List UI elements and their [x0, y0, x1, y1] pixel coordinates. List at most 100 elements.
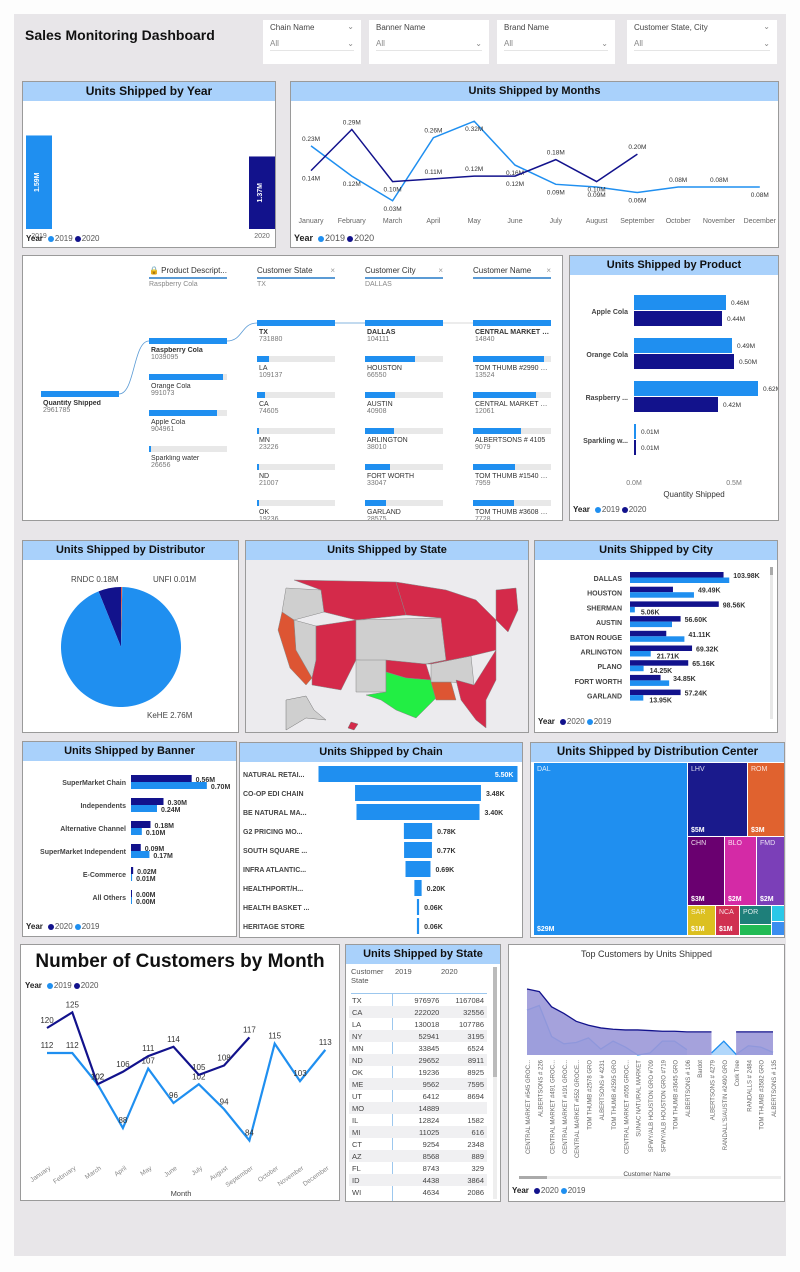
tree-node[interactable]: ALBERTSONS # 4105 9079	[473, 428, 551, 451]
x-tick-label: CENTRAL MARKET #191 GROC...	[563, 1060, 569, 1154]
scrollbar[interactable]	[770, 567, 773, 719]
tree-node[interactable]: MN 23226	[257, 428, 335, 451]
treemap-tile-fmd[interactable]: FMD $2M	[757, 837, 784, 905]
table-row[interactable]: CT 9254 2348	[349, 1138, 487, 1150]
column-header[interactable]: 2020	[441, 967, 458, 976]
treemap-tile-lhv[interactable]: LHV $5M	[688, 763, 747, 836]
chevron-down-icon[interactable]: ⌄	[763, 22, 770, 31]
column-header[interactable]: Customer State ×	[257, 266, 335, 279]
slicer-chain-name[interactable]: Chain Name ⌄ All ⌄	[263, 20, 361, 64]
tree-node[interactable]: Orange Cola 991073	[149, 374, 227, 397]
tree-node[interactable]: DALLAS 104111	[365, 320, 443, 343]
chevron-down-icon[interactable]: ⌄	[601, 39, 608, 48]
bar-2019	[630, 665, 644, 672]
chevron-down-icon[interactable]: ⌄	[347, 22, 354, 31]
table-row[interactable]: TX 976976 1167084	[349, 994, 487, 1006]
slicer-banner-name[interactable]: Banner Name All ⌄	[369, 20, 489, 64]
tree-node[interactable]: CENTRAL MARKET #74... 12061	[473, 392, 551, 415]
map-state-hawaii[interactable]	[347, 721, 359, 731]
tree-node[interactable]: ND 21007	[257, 464, 335, 487]
close-icon[interactable]: ×	[438, 266, 443, 275]
treemap-tile-blo[interactable]: BLO $2M	[725, 837, 756, 905]
chevron-down-icon[interactable]: ⌄	[475, 39, 482, 48]
treemap-tile[interactable]	[772, 922, 784, 935]
map-region-central-plains[interactable]	[355, 617, 447, 665]
table-row[interactable]: NY 52941 3195	[349, 1030, 487, 1042]
map-state-texas[interactable]	[365, 671, 437, 719]
node-label: Sparkling water	[151, 455, 200, 462]
map-region-southwest[interactable]	[311, 619, 357, 691]
treemap-tile-rom[interactable]: ROM $3M	[748, 763, 784, 836]
tree-node[interactable]: TOM THUMB #2990 G... 13524	[473, 356, 551, 379]
x-tick-label: TOM THUMB #2578 GRO	[588, 1060, 594, 1130]
column-header[interactable]: 🔒 Product Descript...	[149, 266, 227, 279]
table-cell: 3195	[442, 1030, 487, 1042]
treemap-tile-por[interactable]: POR	[740, 906, 771, 924]
slicer-brand-name[interactable]: Brand Name All ⌄	[497, 20, 615, 64]
y-tick-label: HEALTHPORT/H...	[243, 886, 303, 893]
close-icon[interactable]: ×	[546, 266, 551, 275]
table-row[interactable]: LA 130018 107786	[349, 1018, 487, 1030]
tile-value: $5M	[691, 827, 705, 834]
decomposition-tree[interactable]: Quantity Shipped 2961785 🔒 Product Descrip…	[22, 255, 563, 521]
table-row[interactable]: OK 19236 8925	[349, 1066, 487, 1078]
node-label: CA	[259, 401, 269, 408]
us-state-map[interactable]	[246, 560, 529, 733]
table-row[interactable]: WI 4634 2086	[349, 1186, 487, 1198]
treemap-tile-chn[interactable]: CHN $3M	[688, 837, 724, 905]
table-row[interactable]: AZ 8568 889	[349, 1150, 487, 1162]
scrollbar[interactable]	[493, 967, 497, 1199]
tree-node[interactable]: LA 109137	[257, 356, 335, 379]
table-row[interactable]: IL 12824 1582	[349, 1114, 487, 1126]
tree-node[interactable]: HOUSTON 66550	[365, 356, 443, 379]
treemap-tile[interactable]	[740, 925, 771, 935]
tree-node[interactable]: Sparkling water 26656	[149, 446, 227, 469]
tree-node[interactable]: Raspberry Cola 1039095	[149, 338, 227, 361]
close-icon[interactable]: ×	[330, 266, 335, 275]
tree-node[interactable]: CA 74605	[257, 392, 335, 415]
table-row[interactable]: UT 6412 8694	[349, 1090, 487, 1102]
map-region-east-coast[interactable]	[495, 587, 519, 633]
column-header[interactable]: Customer City ×	[365, 266, 443, 279]
table-row[interactable]: MO 14889	[349, 1102, 487, 1114]
tree-node[interactable]: TOM THUMB #3608 G... 7728	[473, 500, 551, 520]
map-region-midwest-east[interactable]	[395, 581, 497, 665]
y-tick-label: NATURAL RETAI...	[243, 772, 304, 779]
tree-node[interactable]: AUSTIN 40908	[365, 392, 443, 415]
data-label: 94	[220, 1097, 229, 1106]
tree-node[interactable]: TOM THUMB #1540 G... 7959	[473, 464, 551, 487]
column-header[interactable]: Customer State	[351, 967, 384, 985]
table-row[interactable]: CA 222020 32556	[349, 1006, 487, 1018]
tree-node[interactable]: Apple Cola 904961	[149, 410, 227, 433]
table-row[interactable]: MI 11025 616	[349, 1126, 487, 1138]
chevron-down-icon[interactable]: ⌄	[347, 39, 354, 48]
table-row[interactable]: ME 9562 7595	[349, 1078, 487, 1090]
tree-node[interactable]: GARLAND 28575	[365, 500, 443, 520]
map-state-new-mexico[interactable]	[355, 659, 387, 693]
treemap-tile-dal[interactable]: DAL $29M	[534, 763, 687, 935]
map-region-northwest[interactable]	[281, 587, 325, 621]
tree-node[interactable]: FORT WORTH 33047	[365, 464, 443, 487]
slicer-customer-state-city[interactable]: Customer State, City ⌄ All ⌄	[627, 20, 777, 64]
table-row[interactable]: FL 8743 329	[349, 1162, 487, 1174]
horizontal-scrollbar[interactable]	[519, 1176, 781, 1179]
map-state-alaska[interactable]	[285, 695, 327, 731]
chevron-down-icon[interactable]: ⌄	[763, 39, 770, 48]
tree-node[interactable]: ARLINGTON 38010	[365, 428, 443, 451]
tree-node[interactable]: TX 731880	[257, 320, 335, 343]
treemap-tile-sar[interactable]: SAR $1M	[688, 906, 715, 935]
table-row[interactable]: MN 33845 6524	[349, 1042, 487, 1054]
table-row[interactable]: ID 4438 3864	[349, 1174, 487, 1186]
table-row[interactable]: ND 29652 8911	[349, 1054, 487, 1066]
tree-node[interactable]: OK 19236	[257, 500, 335, 520]
column-header[interactable]: 2019	[395, 967, 412, 976]
table-header: Customer State 2019 2020	[351, 967, 491, 985]
treemap-tile-nca[interactable]: NCA $1M	[716, 906, 739, 935]
map-state-florida[interactable]	[455, 649, 497, 729]
tree-node[interactable]: CENTRAL MARKET #55...14840	[473, 320, 551, 343]
treemap-tile[interactable]	[772, 906, 784, 921]
column-header[interactable]: Customer Name ×	[473, 266, 551, 279]
tile-label: SAR	[691, 909, 706, 916]
bar-2020	[634, 311, 722, 326]
tree-node[interactable]: Quantity Shipped 2961785	[41, 391, 119, 414]
